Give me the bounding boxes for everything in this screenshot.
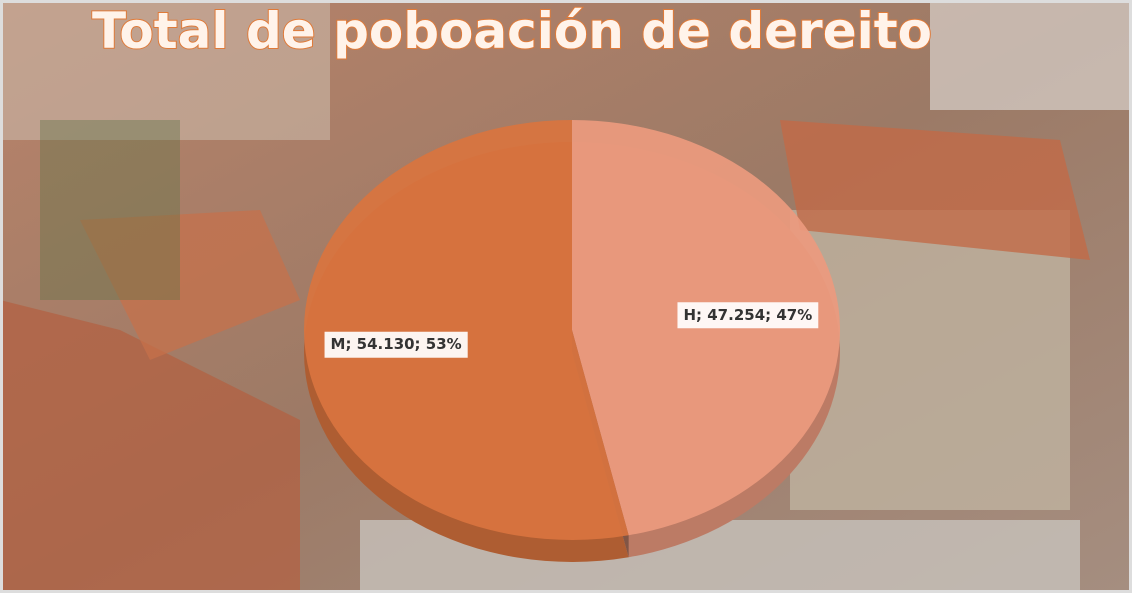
data-label-text: M; 54.130; 53% [331, 335, 462, 353]
data-label: M; 54.130; 53% [325, 332, 468, 358]
data-label: H; 47.254; 47% [677, 302, 818, 328]
chart-title: Total de poboación de dereito [92, 2, 932, 60]
data-label-text: H; 47.254; 47% [683, 306, 812, 324]
chart: Total de poboación de dereito H; 47.254;… [0, 0, 1132, 593]
